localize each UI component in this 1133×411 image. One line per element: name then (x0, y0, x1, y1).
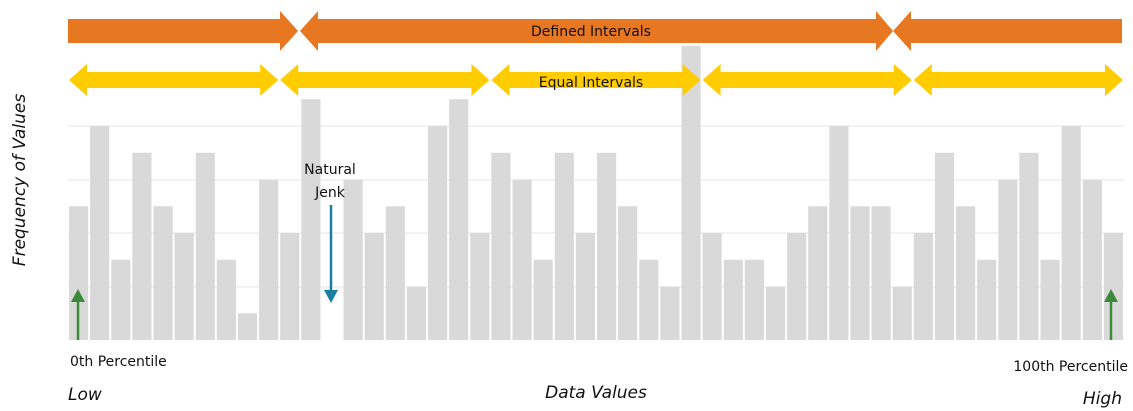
bar (639, 259, 659, 340)
bar (343, 179, 363, 340)
bar (913, 233, 933, 340)
bar (449, 99, 469, 340)
arrow (702, 64, 912, 96)
bar (364, 233, 384, 340)
bar (597, 152, 617, 340)
bar (1040, 259, 1060, 340)
low-label: Low (68, 385, 102, 405)
bar (1061, 126, 1081, 340)
natural-jenk-label: Jenk (314, 185, 346, 201)
natural-jenk-arrowhead (324, 290, 338, 303)
bar (428, 126, 448, 340)
high-percentile-label: 100th Percentile (1013, 359, 1128, 375)
x-axis-label: Data Values (545, 383, 647, 403)
defined-intervals-arrows (68, 11, 1122, 51)
bar (787, 233, 807, 340)
bar (660, 286, 680, 340)
arrow (491, 64, 701, 96)
y-axis-label: Frequency of Values (10, 94, 30, 267)
high-arrowhead (1104, 289, 1118, 302)
bar (174, 233, 194, 340)
arrow (913, 64, 1123, 96)
bar (533, 259, 553, 340)
bar (195, 152, 215, 340)
bar (808, 206, 828, 340)
bar (956, 206, 976, 340)
bar (702, 233, 722, 340)
bar (153, 206, 173, 340)
bar (575, 233, 595, 340)
bar (406, 286, 427, 340)
bar (681, 45, 701, 340)
bar (470, 233, 490, 340)
arrow (280, 64, 490, 96)
natural-jenk-label: Natural (304, 162, 356, 178)
bar (1082, 179, 1102, 340)
arrow (300, 11, 893, 51)
bars (69, 45, 1123, 340)
bar (259, 179, 279, 340)
arrow (68, 11, 298, 51)
equal-intervals-label: Equal Intervals (539, 75, 643, 91)
bar (69, 206, 89, 340)
bar (871, 206, 891, 340)
equal-intervals-arrows (69, 64, 1123, 96)
bar (892, 286, 912, 340)
bar (90, 126, 110, 340)
low-arrowhead (71, 289, 85, 302)
bar (998, 179, 1018, 340)
bar (301, 99, 321, 340)
bar (237, 313, 258, 340)
high-label: High (1083, 389, 1122, 409)
bar (111, 259, 131, 340)
bar (618, 206, 638, 340)
bar (216, 259, 236, 340)
bar (977, 259, 997, 340)
arrow (69, 64, 279, 96)
bar (829, 126, 849, 340)
bar (850, 206, 870, 340)
bar (934, 152, 955, 340)
bar (723, 259, 743, 340)
bar (744, 259, 764, 340)
bar (765, 286, 786, 340)
bar (491, 152, 511, 340)
low-percentile-label: 0th Percentile (70, 354, 167, 370)
bar (512, 179, 532, 340)
arrow (893, 11, 1122, 51)
bar (385, 206, 405, 340)
bar (554, 152, 574, 340)
bar (132, 152, 152, 340)
bar (280, 233, 300, 340)
defined-intervals-label: Defined Intervals (531, 24, 651, 40)
bar (1103, 233, 1123, 340)
bar (1019, 152, 1039, 340)
